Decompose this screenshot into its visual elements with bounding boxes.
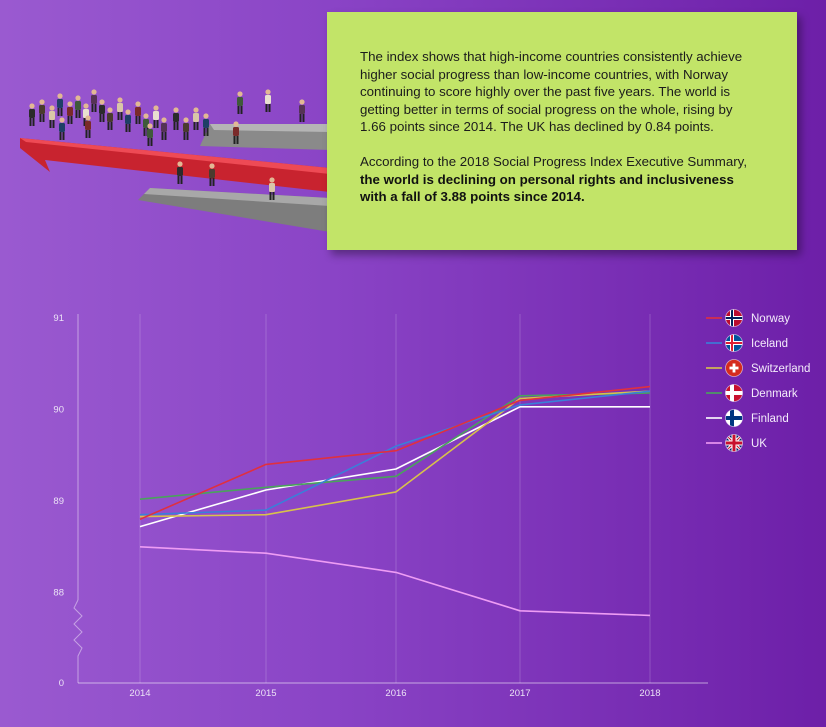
person-figure: [135, 101, 141, 124]
series-line-norway: [139, 385, 651, 521]
chart-axes: [73, 314, 708, 684]
series-line-denmark: [139, 392, 651, 500]
legend-item-finland: Finland: [706, 409, 789, 427]
person-figure: [59, 117, 65, 140]
person-figure: [233, 121, 239, 144]
y-tick-label: 91: [53, 313, 64, 324]
chart-ticks: 91 90 89 88 0 2014 2015 2016 2017 2018: [53, 313, 660, 699]
series-line-finland: [139, 406, 650, 528]
person-figure: [183, 117, 189, 140]
person-figure: [57, 93, 63, 116]
legend-label: Norway: [751, 313, 790, 325]
person-figure: [153, 105, 159, 128]
x-tick-label: 2014: [129, 688, 150, 699]
person-figure: [237, 91, 243, 114]
legend-item-denmark: Denmark: [706, 384, 798, 402]
person-figure: [39, 99, 45, 122]
y-tick-label: 89: [53, 496, 64, 507]
chart-legend: Norway Iceland Switzerland Denmark Finland UK: [706, 309, 810, 452]
x-tick-label: 2017: [509, 688, 530, 699]
legend-item-uk: UK: [706, 434, 767, 452]
uk-flag-icon: [725, 434, 743, 452]
summary-box: The index shows that high-income countri…: [327, 12, 797, 250]
finland-flag-icon: [725, 409, 743, 427]
person-figure: [161, 117, 167, 140]
y-tick-label: 88: [53, 588, 64, 599]
person-figure: [117, 97, 123, 120]
norway-flag-icon: [725, 309, 743, 327]
legend-item-switzerland: Switzerland: [706, 359, 810, 377]
person-figure: [91, 89, 97, 112]
y-tick-label: 0: [59, 678, 64, 689]
legend-label: UK: [751, 438, 767, 450]
x-tick-label: 2018: [639, 688, 660, 699]
switzerland-flag-icon: [725, 359, 743, 377]
person-figure: [49, 105, 55, 128]
summary-paragraph-1: The index shows that high-income countri…: [360, 49, 743, 135]
person-figure: [29, 103, 35, 126]
denmark-flag-icon: [725, 384, 743, 402]
legend-label: Denmark: [751, 388, 798, 400]
summary-paragraph-2-bold: the world is declining on personal right…: [360, 171, 734, 205]
y-axis-break: [73, 599, 83, 683]
series-line-iceland: [139, 390, 651, 516]
person-figure: [147, 123, 153, 146]
person-figure: [85, 115, 91, 138]
people-arrows-illustration: [20, 89, 330, 232]
legend-item-norway: Norway: [706, 309, 790, 327]
legend-item-iceland: Iceland: [706, 334, 788, 352]
person-figure: [299, 99, 305, 122]
iceland-flag-icon: [725, 334, 743, 352]
person-figure: [203, 113, 209, 136]
person-figure: [269, 177, 275, 200]
people-figures: [29, 89, 305, 200]
arrows-graphic: [20, 124, 330, 232]
person-figure: [265, 89, 271, 112]
person-figure: [177, 161, 183, 184]
line-chart: 91 90 89 88 0 2014 2015 2016 2017 2018 Norway Icel…: [53, 309, 810, 699]
person-figure: [75, 95, 81, 118]
series-line-switzerland: [139, 390, 651, 518]
legend-label: Iceland: [751, 338, 788, 350]
x-tick-label: 2015: [255, 688, 276, 699]
chart-series: [139, 385, 651, 617]
person-figure: [193, 107, 199, 130]
person-figure: [173, 107, 179, 130]
person-figure: [209, 163, 215, 186]
chart-grid: [139, 314, 651, 683]
summary-paragraph-2: According to the 2018 Social Progress In…: [360, 153, 757, 206]
legend-label: Switzerland: [751, 363, 810, 375]
person-figure: [67, 101, 73, 124]
series-line-uk: [139, 546, 651, 617]
legend-label: Finland: [751, 413, 789, 425]
person-figure: [99, 99, 105, 122]
person-figure: [107, 107, 113, 130]
summary-paragraph-2-intro: According to the 2018 Social Progress In…: [360, 153, 748, 169]
y-tick-label: 90: [53, 405, 64, 416]
x-tick-label: 2016: [385, 688, 406, 699]
person-figure: [125, 109, 131, 132]
